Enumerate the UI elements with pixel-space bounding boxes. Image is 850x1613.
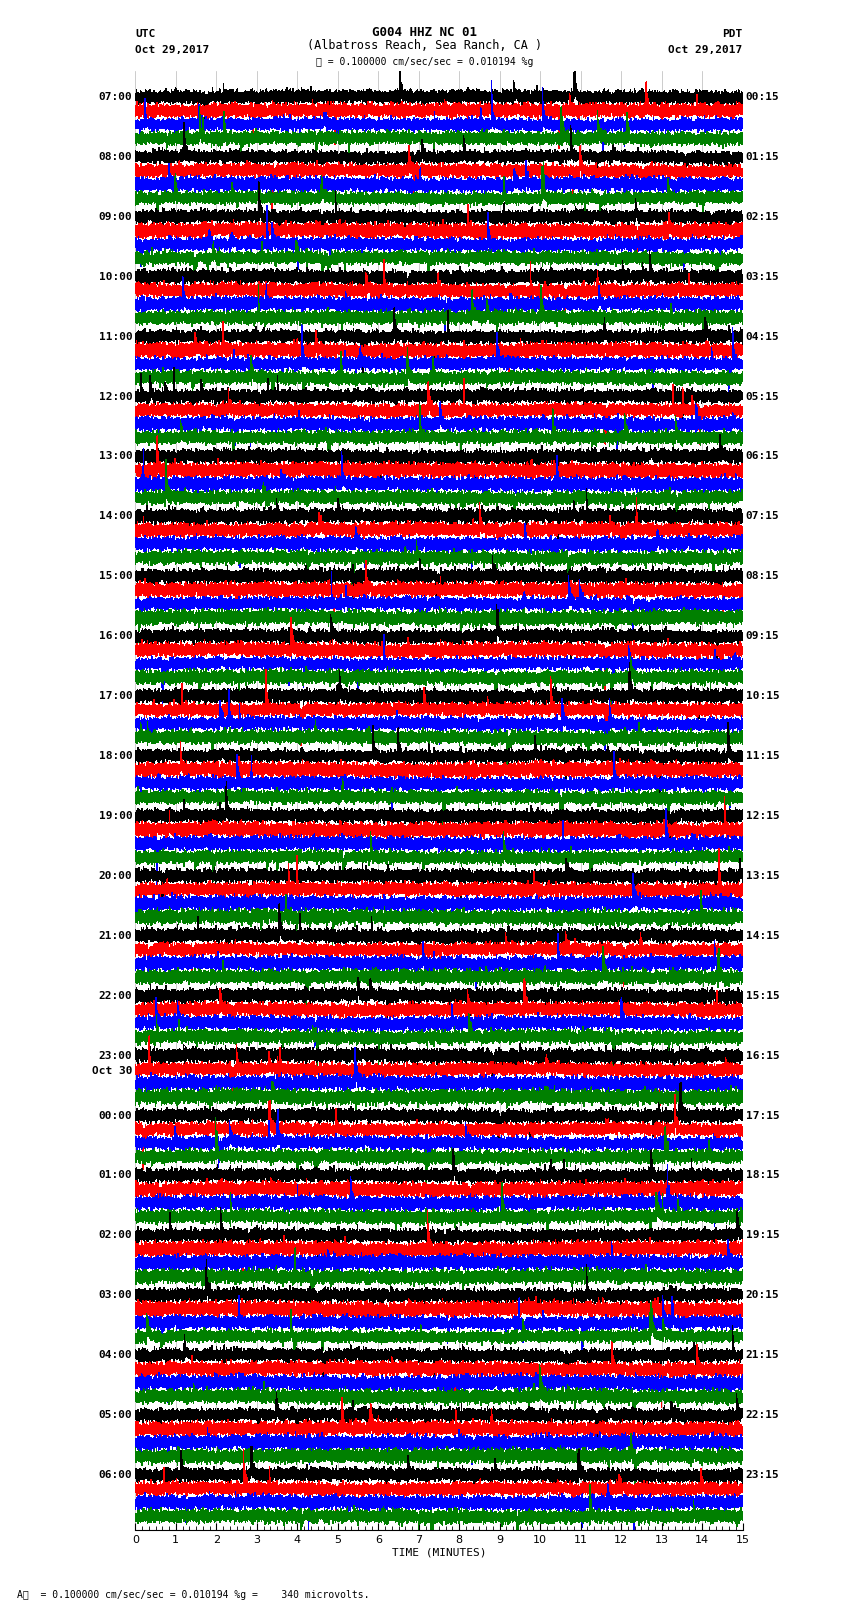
Text: 15:00: 15:00 <box>99 571 133 581</box>
Text: A⏐  = 0.100000 cm/sec/sec = 0.010194 %g =    340 microvolts.: A⏐ = 0.100000 cm/sec/sec = 0.010194 %g =… <box>17 1590 370 1600</box>
Text: 07:15: 07:15 <box>745 511 779 521</box>
Text: 15:15: 15:15 <box>745 990 779 1000</box>
Text: 05:00: 05:00 <box>99 1410 133 1419</box>
Text: 18:15: 18:15 <box>745 1171 779 1181</box>
Text: 14:15: 14:15 <box>745 931 779 940</box>
Text: 05:15: 05:15 <box>745 392 779 402</box>
Text: 12:00: 12:00 <box>99 392 133 402</box>
Text: 23:15: 23:15 <box>745 1469 779 1481</box>
Text: (Albatross Reach, Sea Ranch, CA ): (Albatross Reach, Sea Ranch, CA ) <box>308 39 542 52</box>
Text: 08:15: 08:15 <box>745 571 779 581</box>
Text: 22:15: 22:15 <box>745 1410 779 1419</box>
Text: 19:00: 19:00 <box>99 811 133 821</box>
Text: 11:00: 11:00 <box>99 332 133 342</box>
Text: 01:15: 01:15 <box>745 152 779 161</box>
X-axis label: TIME (MINUTES): TIME (MINUTES) <box>392 1548 486 1558</box>
Text: 04:00: 04:00 <box>99 1350 133 1360</box>
Text: 16:00: 16:00 <box>99 631 133 642</box>
Text: 12:15: 12:15 <box>745 811 779 821</box>
Text: PDT: PDT <box>722 29 743 39</box>
Text: 06:00: 06:00 <box>99 1469 133 1481</box>
Text: 22:00: 22:00 <box>99 990 133 1000</box>
Text: 08:00: 08:00 <box>99 152 133 161</box>
Text: 07:00: 07:00 <box>99 92 133 102</box>
Text: 18:00: 18:00 <box>99 752 133 761</box>
Text: 10:15: 10:15 <box>745 690 779 702</box>
Text: 19:15: 19:15 <box>745 1231 779 1240</box>
Text: 21:15: 21:15 <box>745 1350 779 1360</box>
Text: 17:15: 17:15 <box>745 1110 779 1121</box>
Text: Oct 30: Oct 30 <box>92 1066 133 1076</box>
Text: 01:00: 01:00 <box>99 1171 133 1181</box>
Text: 03:15: 03:15 <box>745 271 779 282</box>
Text: 20:15: 20:15 <box>745 1290 779 1300</box>
Text: Oct 29,2017: Oct 29,2017 <box>668 45 743 55</box>
Text: 21:00: 21:00 <box>99 931 133 940</box>
Text: 10:00: 10:00 <box>99 271 133 282</box>
Text: 16:15: 16:15 <box>745 1050 779 1061</box>
Text: 04:15: 04:15 <box>745 332 779 342</box>
Text: 09:00: 09:00 <box>99 211 133 223</box>
Text: 14:00: 14:00 <box>99 511 133 521</box>
Text: 17:00: 17:00 <box>99 690 133 702</box>
Text: ⏐ = 0.100000 cm/sec/sec = 0.010194 %g: ⏐ = 0.100000 cm/sec/sec = 0.010194 %g <box>316 56 534 66</box>
Text: 13:15: 13:15 <box>745 871 779 881</box>
Text: 20:00: 20:00 <box>99 871 133 881</box>
Text: Oct 29,2017: Oct 29,2017 <box>135 45 210 55</box>
Text: 02:00: 02:00 <box>99 1231 133 1240</box>
Text: 09:15: 09:15 <box>745 631 779 642</box>
Text: UTC: UTC <box>135 29 156 39</box>
Text: 13:00: 13:00 <box>99 452 133 461</box>
Text: 06:15: 06:15 <box>745 452 779 461</box>
Text: 02:15: 02:15 <box>745 211 779 223</box>
Text: 00:15: 00:15 <box>745 92 779 102</box>
Text: 03:00: 03:00 <box>99 1290 133 1300</box>
Text: 23:00: 23:00 <box>99 1050 133 1061</box>
Text: G004 HHZ NC 01: G004 HHZ NC 01 <box>372 26 478 39</box>
Text: 00:00: 00:00 <box>99 1110 133 1121</box>
Text: 11:15: 11:15 <box>745 752 779 761</box>
